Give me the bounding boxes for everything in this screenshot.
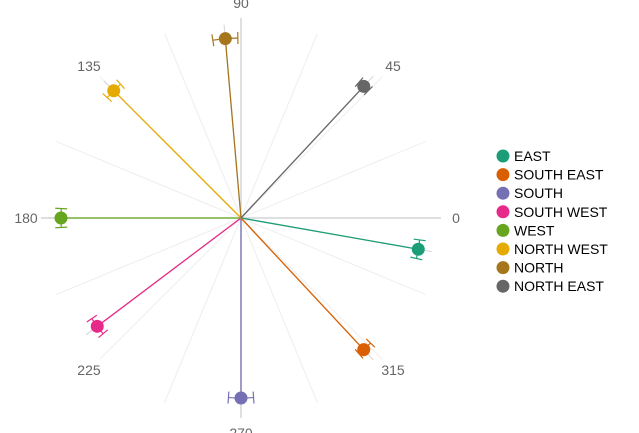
series-south-east bbox=[240, 217, 376, 361]
grid-spoke-22-5 bbox=[240, 141, 426, 219]
legend-label: NORTH WEST bbox=[514, 241, 608, 257]
data-point-north-east[interactable] bbox=[357, 79, 371, 93]
error-cap-low bbox=[86, 314, 98, 323]
legend-swatch bbox=[496, 223, 510, 237]
error-cap-low bbox=[55, 207, 68, 210]
legend-label: NORTH EAST bbox=[514, 278, 604, 294]
legend-swatch bbox=[496, 149, 510, 163]
series-south-west bbox=[85, 217, 242, 339]
tick-label-45: 45 bbox=[385, 58, 401, 74]
data-point-east[interactable] bbox=[411, 242, 425, 256]
tick-label-180: 180 bbox=[14, 210, 38, 226]
legend-label: EAST bbox=[514, 148, 551, 164]
grid-spoke-247-5 bbox=[164, 217, 242, 403]
grid-spoke-225 bbox=[99, 217, 242, 360]
data-point-south-west[interactable] bbox=[90, 319, 104, 333]
legend-swatch bbox=[496, 205, 510, 219]
error-cap-high bbox=[365, 338, 376, 348]
grid-spoke-202-5 bbox=[56, 217, 242, 295]
grid-spoke-45 bbox=[240, 76, 383, 219]
tick-label-90: 90 bbox=[233, 0, 249, 11]
series-line bbox=[240, 217, 365, 351]
series-line bbox=[240, 217, 419, 250]
legend-label: SOUTH WEST bbox=[514, 204, 608, 220]
data-point-west[interactable] bbox=[54, 211, 68, 225]
legend-item-north-east[interactable]: NORTH EAST bbox=[496, 278, 605, 294]
legend-item-north-west[interactable]: NORTH WEST bbox=[496, 241, 609, 257]
legend-label: SOUTH EAST bbox=[514, 167, 604, 183]
legend-item-east[interactable]: EAST bbox=[496, 148, 552, 164]
series-line bbox=[96, 217, 242, 327]
error-cap-low bbox=[116, 79, 126, 90]
series-west bbox=[47, 207, 241, 229]
legend-swatch bbox=[496, 168, 510, 182]
legend: EAST SOUTH EAST SOUTH SOUTH WEST WEST NORTH W… bbox=[496, 148, 609, 294]
error-cap-high bbox=[98, 329, 109, 339]
angular-tick-labels: 0 45 90 135 180 225 270 315 bbox=[14, 0, 460, 433]
error-cap-high bbox=[252, 391, 255, 404]
grid-spoke-292-5 bbox=[240, 217, 318, 403]
grid-spoke-157-5 bbox=[56, 141, 242, 219]
series-south bbox=[227, 218, 255, 412]
error-cap-high bbox=[102, 93, 113, 103]
grid-spoke-337-5 bbox=[240, 217, 426, 295]
data-point-north-west[interactable] bbox=[107, 84, 121, 98]
tick-label-225: 225 bbox=[77, 362, 101, 378]
legend-swatch bbox=[496, 261, 510, 275]
legend-item-south-west[interactable]: SOUTH WEST bbox=[496, 204, 608, 220]
legend-swatch bbox=[496, 186, 510, 200]
legend-swatch bbox=[496, 242, 510, 256]
legend-item-west[interactable]: WEST bbox=[496, 222, 555, 238]
data-point-north[interactable] bbox=[218, 32, 232, 46]
error-cap-high bbox=[211, 34, 215, 47]
series-line bbox=[224, 38, 242, 219]
data-point-south[interactable] bbox=[234, 391, 248, 405]
legend-label: SOUTH bbox=[514, 185, 563, 201]
series-north bbox=[211, 24, 242, 219]
grid-spoke-112-5 bbox=[164, 33, 242, 219]
tick-label-135: 135 bbox=[77, 58, 101, 74]
grid-spoke-315 bbox=[240, 217, 383, 360]
series-east bbox=[240, 217, 433, 261]
legend-label: WEST bbox=[514, 222, 555, 238]
legend-label: NORTH bbox=[514, 260, 564, 276]
error-cap-high bbox=[55, 226, 68, 229]
tick-label-0: 0 bbox=[452, 210, 460, 226]
legend-item-north[interactable]: NORTH bbox=[496, 260, 564, 276]
series-north-east bbox=[240, 75, 374, 219]
data-point-south-east[interactable] bbox=[357, 343, 371, 357]
tick-label-315: 315 bbox=[381, 362, 405, 378]
legend-swatch bbox=[496, 279, 510, 293]
legend-item-south-east[interactable]: SOUTH EAST bbox=[496, 167, 604, 183]
series-north-west bbox=[102, 79, 242, 219]
tick-label-270: 270 bbox=[229, 425, 253, 433]
error-cap-low bbox=[227, 391, 230, 404]
series-line bbox=[113, 90, 242, 219]
error-cap-low bbox=[410, 256, 423, 261]
legend-item-south[interactable]: SOUTH bbox=[496, 185, 564, 201]
series-line bbox=[240, 85, 365, 219]
error-cap-high bbox=[413, 238, 426, 242]
series-layer bbox=[47, 24, 433, 412]
grid-spoke-67-5 bbox=[240, 33, 318, 219]
